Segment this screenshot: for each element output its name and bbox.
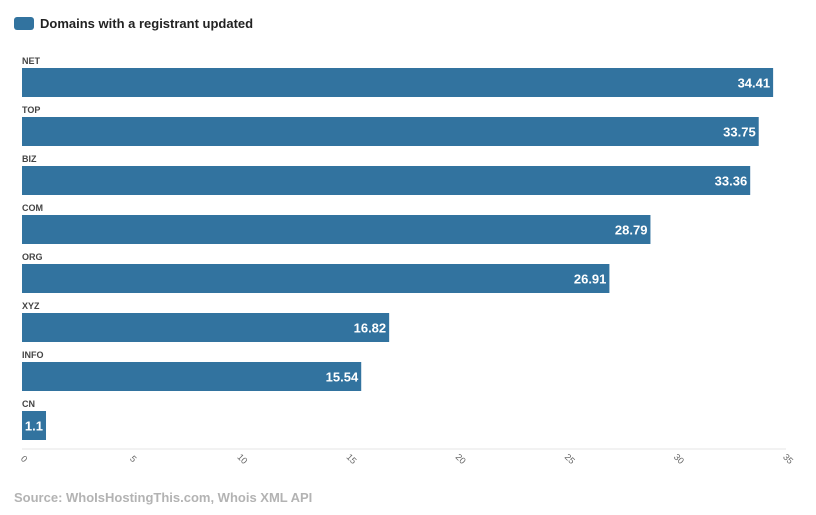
- bar: [22, 411, 47, 440]
- value-label: 15.54: [326, 370, 359, 385]
- x-tick-label: 35: [781, 452, 795, 466]
- x-tick-label: 10: [235, 452, 249, 466]
- bar: [22, 117, 759, 146]
- bar: [22, 313, 390, 342]
- source-note: Source: WhoIsHostingThis.com, Whois XML …: [14, 490, 313, 505]
- bar: [22, 215, 651, 244]
- value-label: 34.41: [738, 76, 771, 91]
- legend-label: Domains with a registrant updated: [40, 15, 254, 31]
- bar: [22, 166, 751, 195]
- category-label: TOP: [22, 105, 40, 115]
- category-label: CN: [22, 399, 35, 409]
- x-tick-label: 5: [128, 454, 139, 465]
- bar-chart: NET 34.41 TOP 33.75 BIZ 33.36 COM 28.79 ORG 26.91…: [19, 56, 795, 466]
- category-label: XYZ: [22, 301, 40, 311]
- legend: Domains with a registrant updated: [14, 14, 253, 32]
- x-tick-label: 30: [672, 452, 686, 466]
- x-tick-label: 15: [344, 452, 358, 466]
- x-tick-label: 20: [454, 452, 468, 466]
- x-tick-label: 0: [19, 454, 30, 465]
- category-label: ORG: [22, 252, 43, 262]
- bar: [22, 362, 362, 391]
- x-tick-label: 25: [563, 452, 577, 466]
- category-label: INFO: [22, 350, 44, 360]
- value-label: 1.1: [25, 419, 43, 434]
- value-label: 33.75: [723, 125, 756, 140]
- value-label: 33.36: [715, 174, 748, 189]
- value-label: 28.79: [615, 223, 648, 238]
- category-label: NET: [22, 56, 41, 66]
- value-label: 16.82: [354, 321, 387, 336]
- legend-swatch: [14, 16, 34, 30]
- category-label: BIZ: [22, 154, 37, 164]
- bar: [22, 68, 774, 97]
- category-label: COM: [22, 203, 43, 213]
- value-label: 26.91: [574, 272, 607, 287]
- bar: [22, 264, 610, 293]
